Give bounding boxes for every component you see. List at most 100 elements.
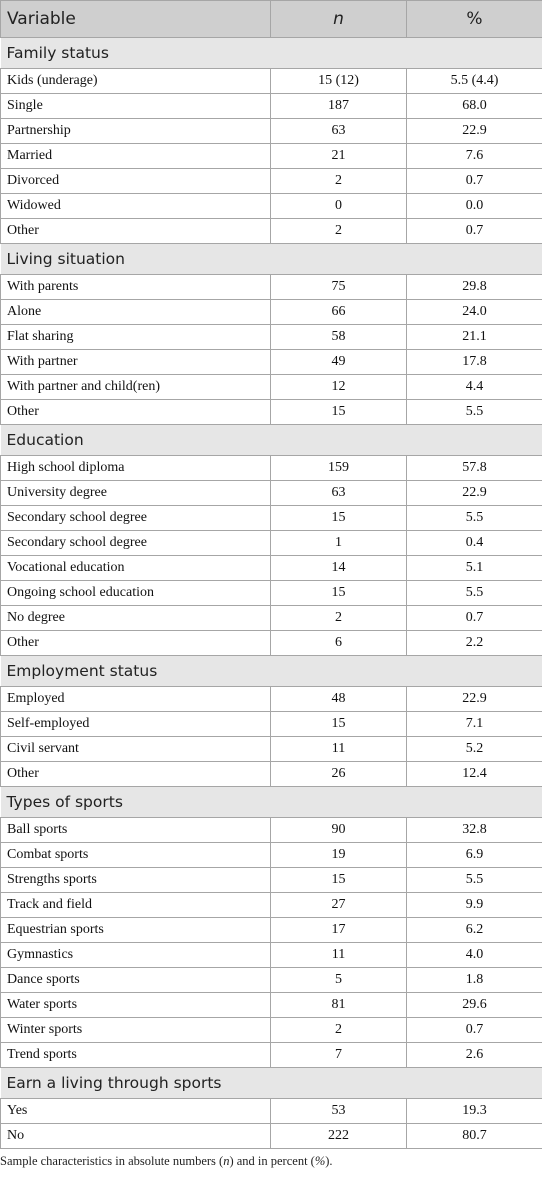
data-row: Secondary school degree 1 0.4 (0, 530, 542, 556)
data-row: Kids (underage) 15 (12) 5.5 (4.4) (0, 68, 542, 94)
cell-value: 19.3 (406, 1098, 542, 1124)
cell-value: 53 (270, 1098, 407, 1124)
cell-value: 0.4 (406, 530, 542, 556)
cell-value: 9.9 (406, 892, 542, 918)
cell-value: 5.5 (406, 867, 542, 893)
cell-value: 81 (270, 992, 407, 1018)
cell-value: 15 (270, 580, 407, 606)
data-row: Gymnastics 11 4.0 (0, 942, 542, 968)
data-row: Other 6 2.2 (0, 630, 542, 656)
data-row: With partner and child(ren) 12 4.4 (0, 374, 542, 400)
section-row: Family status (0, 37, 542, 69)
data-row: Combat sports 19 6.9 (0, 842, 542, 868)
section-title: Employment status (0, 655, 542, 687)
cell-value: 4.4 (406, 374, 542, 400)
row-label: Equestrian sports (0, 917, 271, 943)
caption: Sample characteristics in absolute numbe… (0, 1154, 333, 1169)
row-label: Other (0, 630, 271, 656)
cell-value: 63 (270, 118, 407, 144)
row-label: Partnership (0, 118, 271, 144)
data-row: Employed 48 22.9 (0, 686, 542, 712)
row-label: With partner and child(ren) (0, 374, 271, 400)
row-label: Other (0, 761, 271, 787)
row-label: Strengths sports (0, 867, 271, 893)
cell-value: 0.7 (406, 218, 542, 244)
cell-value: 26 (270, 761, 407, 787)
cell-value: 17.8 (406, 349, 542, 375)
cell-value: 6.9 (406, 842, 542, 868)
row-label: Kids (underage) (0, 68, 271, 94)
data-row: Married 21 7.6 (0, 143, 542, 169)
row-label: Alone (0, 299, 271, 325)
row-label: Gymnastics (0, 942, 271, 968)
row-label: Widowed (0, 193, 271, 219)
cell-value: 14 (270, 555, 407, 581)
cell-value: 22.9 (406, 480, 542, 506)
cell-value: 6.2 (406, 917, 542, 943)
cell-value: 5.5 (406, 580, 542, 606)
caption-text: ) and in percent ( (229, 1154, 315, 1168)
row-label: Ball sports (0, 817, 271, 843)
data-row: No degree 2 0.7 (0, 605, 542, 631)
row-label: Other (0, 218, 271, 244)
cell-value: 222 (270, 1123, 407, 1149)
data-row: Track and field 27 9.9 (0, 892, 542, 918)
data-row: Ongoing school education 15 5.5 (0, 580, 542, 606)
cell-value: 15 (270, 505, 407, 531)
cell-value: 4.0 (406, 942, 542, 968)
row-label: University degree (0, 480, 271, 506)
cell-value: 2.6 (406, 1042, 542, 1068)
row-label: Yes (0, 1098, 271, 1124)
cell-value: 0 (270, 193, 407, 219)
row-label: Combat sports (0, 842, 271, 868)
cell-value: 15 (270, 711, 407, 737)
cell-value: 7.1 (406, 711, 542, 737)
cell-value: 68.0 (406, 93, 542, 119)
data-row: Other 15 5.5 (0, 399, 542, 425)
cell-value: 0.7 (406, 1017, 542, 1043)
data-row: Other 26 12.4 (0, 761, 542, 787)
row-label: Track and field (0, 892, 271, 918)
cell-value: 1 (270, 530, 407, 556)
row-label: Single (0, 93, 271, 119)
table: Variable n % Family status Kids (underage… (0, 0, 542, 1149)
row-label: Divorced (0, 168, 271, 194)
row-label: Married (0, 143, 271, 169)
cell-value: 29.8 (406, 274, 542, 300)
row-label: Employed (0, 686, 271, 712)
cell-value: 7 (270, 1042, 407, 1068)
row-label: With partner (0, 349, 271, 375)
cell-value: 159 (270, 455, 407, 481)
data-row: Strengths sports 15 5.5 (0, 867, 542, 893)
header-cell: n (270, 0, 407, 38)
caption-text: n (223, 1154, 230, 1168)
cell-value: 49 (270, 349, 407, 375)
cell-value: 17 (270, 917, 407, 943)
cell-value: 48 (270, 686, 407, 712)
cell-value: 15 (12) (270, 68, 407, 94)
row-label: Self-employed (0, 711, 271, 737)
data-row: Divorced 2 0.7 (0, 168, 542, 194)
row-label: Secondary school degree (0, 530, 271, 556)
data-row: Civil servant 11 5.2 (0, 736, 542, 762)
cell-value: 27 (270, 892, 407, 918)
caption-text: % (314, 1154, 326, 1168)
data-row: Alone 66 24.0 (0, 299, 542, 325)
cell-value: 12 (270, 374, 407, 400)
cell-value: 75 (270, 274, 407, 300)
cell-value: 2 (270, 605, 407, 631)
row-label: Civil servant (0, 736, 271, 762)
cell-value: 24.0 (406, 299, 542, 325)
data-row: Single 187 68.0 (0, 93, 542, 119)
cell-value: 19 (270, 842, 407, 868)
data-row: Dance sports 5 1.8 (0, 967, 542, 993)
cell-value: 5.5 (406, 505, 542, 531)
cell-value: 21 (270, 143, 407, 169)
cell-value: 0.0 (406, 193, 542, 219)
cell-value: 11 (270, 942, 407, 968)
row-label: Trend sports (0, 1042, 271, 1068)
cell-value: 7.6 (406, 143, 542, 169)
section-title: Living situation (0, 243, 542, 275)
data-row: Secondary school degree 15 5.5 (0, 505, 542, 531)
row-label: No (0, 1123, 271, 1149)
